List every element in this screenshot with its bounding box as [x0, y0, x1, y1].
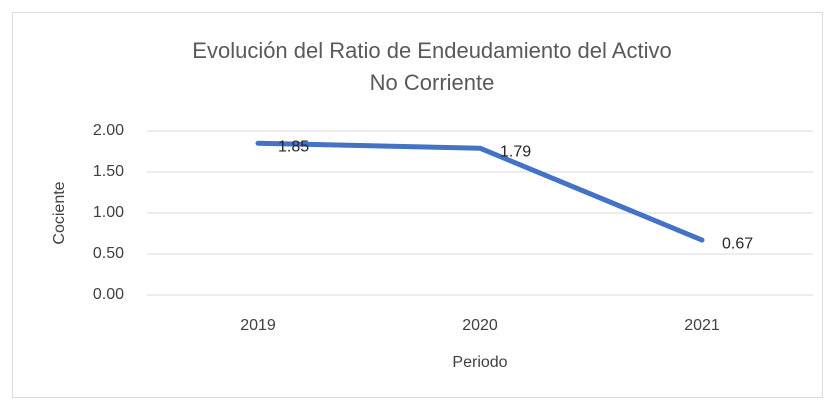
data-line	[255, 140, 705, 243]
y-tick-label: 1.50	[93, 163, 124, 180]
x-tick-label: 2020	[462, 317, 498, 334]
data-label: 1.85	[278, 139, 309, 156]
y-tick-label: 2.00	[93, 122, 124, 139]
y-axis-title: Cociente	[51, 181, 68, 244]
x-tick-label: 2019	[240, 317, 276, 334]
y-tick-label: 0.50	[93, 245, 124, 262]
chart-border	[12, 12, 823, 398]
y-tick-label: 0.00	[93, 286, 124, 303]
chart-title: No Corriente	[370, 70, 495, 95]
chart-title: Evolución del Ratio de Endeudamiento del…	[192, 38, 671, 63]
data-label: 0.67	[722, 235, 753, 252]
x-axis-title: Periodo	[452, 354, 507, 371]
x-tick-label: 2021	[684, 317, 720, 334]
y-tick-label: 1.00	[93, 204, 124, 221]
data-label: 1.79	[500, 143, 531, 160]
